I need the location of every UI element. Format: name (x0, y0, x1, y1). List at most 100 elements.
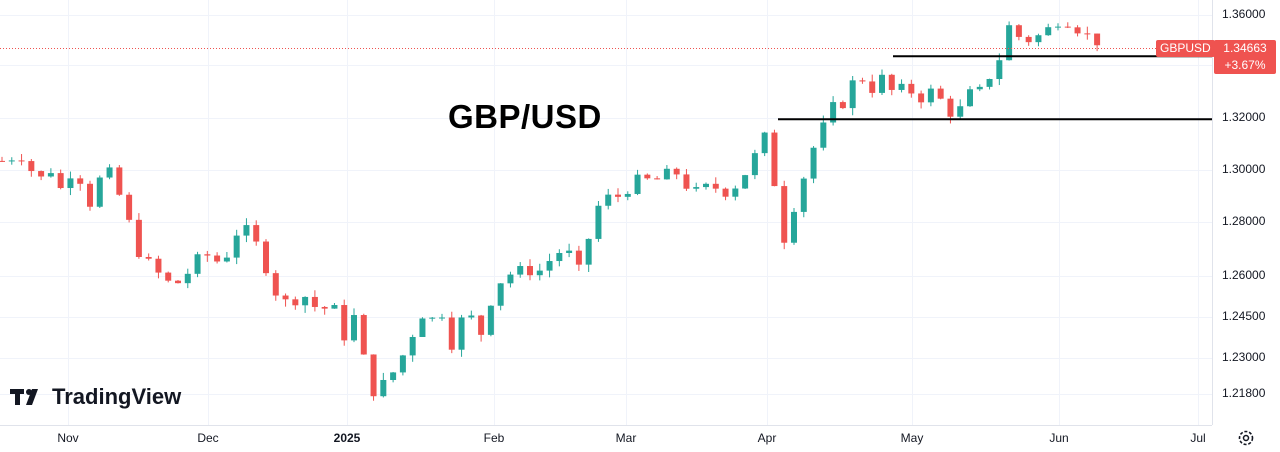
candle-body[interactable] (1074, 27, 1081, 34)
candle-body[interactable] (233, 235, 240, 258)
candle-body[interactable] (145, 256, 152, 259)
candle-body[interactable] (67, 178, 74, 189)
candle-body[interactable] (507, 274, 514, 284)
candle-body[interactable] (311, 296, 318, 307)
candle-body[interactable] (116, 167, 123, 195)
candle-body[interactable] (165, 272, 172, 281)
candle-body[interactable] (8, 160, 15, 162)
candle-body[interactable] (605, 194, 612, 206)
candle-body[interactable] (390, 372, 397, 380)
candle-body[interactable] (820, 122, 827, 148)
candle-body[interactable] (458, 317, 465, 350)
candle-body[interactable] (468, 315, 475, 318)
candle-body[interactable] (497, 283, 504, 306)
candle-body[interactable] (712, 183, 719, 189)
candle-body[interactable] (527, 266, 533, 276)
candle-body[interactable] (204, 254, 211, 256)
tradingview-logo[interactable]: TradingView (10, 384, 181, 410)
candle-body[interactable] (419, 318, 426, 337)
candle-body[interactable] (654, 178, 661, 180)
candle-body[interactable] (223, 257, 230, 262)
candle-body[interactable] (771, 132, 778, 187)
candle-body[interactable] (57, 173, 64, 189)
candle-body[interactable] (634, 174, 641, 194)
candle-body[interactable] (448, 317, 455, 350)
candle-body[interactable] (546, 261, 553, 271)
candle-body[interactable] (781, 186, 788, 243)
candle-body[interactable] (937, 88, 944, 99)
candle-body[interactable] (996, 60, 1003, 80)
candle-body[interactable] (800, 178, 807, 212)
candle-body[interactable] (830, 102, 837, 123)
candle-body[interactable] (732, 188, 739, 197)
candle-body[interactable] (585, 238, 592, 265)
candle-body[interactable] (272, 273, 279, 296)
candle-body[interactable] (409, 336, 416, 356)
candle-body[interactable] (879, 74, 885, 93)
candle-body[interactable] (888, 74, 895, 90)
candle-body[interactable] (536, 270, 543, 276)
candle-body[interactable] (703, 183, 709, 188)
candle-body[interactable] (693, 187, 700, 189)
candle-body[interactable] (918, 93, 925, 103)
candle-body[interactable] (194, 254, 201, 274)
candle-body[interactable] (575, 250, 582, 265)
candle-body[interactable] (1035, 35, 1042, 43)
candle-body[interactable] (839, 102, 846, 109)
settings-gear-icon[interactable] (1236, 428, 1256, 448)
candle-body[interactable] (487, 305, 494, 335)
candle-body[interactable] (624, 193, 631, 197)
candle-body[interactable] (947, 98, 954, 117)
candle-body[interactable] (849, 80, 856, 109)
candle-body[interactable] (184, 273, 191, 284)
candle-body[interactable] (341, 305, 348, 341)
candle-body[interactable] (927, 88, 934, 103)
candle-body[interactable] (253, 225, 260, 242)
candle-body[interactable] (1006, 25, 1013, 61)
candle-body[interactable] (683, 174, 690, 189)
candle-body[interactable] (517, 266, 524, 275)
candle-body[interactable] (263, 241, 269, 274)
candle-body[interactable] (566, 250, 573, 253)
candle-body[interactable] (898, 83, 905, 90)
candle-body[interactable] (663, 168, 670, 180)
candle-body[interactable] (1015, 25, 1022, 37)
candle-body[interactable] (1064, 26, 1071, 28)
candle-body[interactable] (292, 299, 299, 306)
candle-body[interactable] (370, 354, 377, 397)
candle-body[interactable] (360, 315, 367, 355)
candle-body[interactable] (282, 295, 289, 300)
candle-body[interactable] (87, 183, 93, 207)
candle-body[interactable] (214, 255, 221, 262)
candle-body[interactable] (439, 317, 445, 319)
candle-body[interactable] (1094, 33, 1101, 46)
candle-body[interactable] (351, 315, 357, 341)
candle-body[interactable] (957, 106, 964, 117)
candle-body[interactable] (810, 147, 817, 179)
candle-body[interactable] (429, 317, 436, 319)
candle-body[interactable] (380, 379, 387, 397)
candle-body[interactable] (1045, 27, 1052, 36)
candle-body[interactable] (976, 86, 983, 90)
candle-body[interactable] (859, 80, 866, 82)
candle-body[interactable] (791, 211, 797, 243)
candle-body[interactable] (0, 160, 5, 162)
candle-body[interactable] (761, 132, 768, 154)
candle-body[interactable] (967, 89, 973, 107)
candle-body[interactable] (595, 205, 602, 239)
candle-body[interactable] (1055, 26, 1061, 28)
candle-body[interactable] (28, 161, 35, 172)
candle-body[interactable] (96, 177, 103, 207)
candle-body[interactable] (478, 315, 485, 335)
candle-body[interactable] (18, 160, 25, 162)
candle-body[interactable] (615, 194, 621, 197)
candle-body[interactable] (302, 296, 309, 306)
candle-body[interactable] (106, 167, 113, 178)
candle-body[interactable] (1084, 33, 1091, 35)
candle-body[interactable] (1025, 36, 1032, 43)
candle-body[interactable] (175, 280, 181, 284)
candle-body[interactable] (908, 83, 915, 94)
candle-body[interactable] (135, 219, 142, 257)
candle-body[interactable] (742, 175, 749, 189)
candle-body[interactable] (77, 178, 84, 184)
